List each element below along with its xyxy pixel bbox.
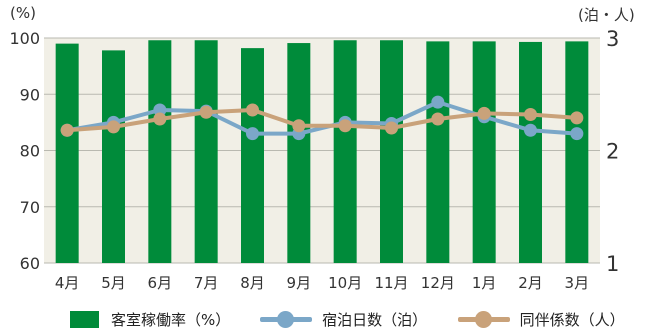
companions-point bbox=[107, 120, 120, 134]
x-tick-label: 8月 bbox=[240, 274, 265, 292]
left-tick-label: 60 bbox=[20, 254, 40, 273]
right-axis-unit: (泊・人) bbox=[578, 6, 635, 24]
nights-line bbox=[65, 100, 579, 136]
companions-point bbox=[338, 119, 352, 133]
right-tick-label: 1 bbox=[606, 252, 619, 276]
left-tick-label: 90 bbox=[20, 85, 40, 104]
legend-label-companions: 同伴係数（人） bbox=[519, 310, 625, 329]
axis-ticks: 60 70 80 90 100 1 2 3 4月 5月 6月 7月 8月 9月 10月 11月 12月 1月 2月 3… bbox=[9, 27, 619, 292]
bar-series bbox=[55, 40, 589, 263]
left-tick-label: 100 bbox=[9, 29, 40, 48]
bar bbox=[287, 43, 311, 263]
legend-label-occupancy: 客室稼働率（%） bbox=[110, 310, 231, 329]
chart: 60 70 80 90 100 1 2 3 4月 5月 6月 7月 8月 9月 10月 11月 12月 1月 2月 3… bbox=[9, 27, 619, 292]
x-tick-label: 11月 bbox=[374, 274, 408, 292]
legend-marker-companions bbox=[457, 310, 510, 328]
bar bbox=[148, 40, 172, 263]
legend-swatch-occupancy bbox=[70, 310, 99, 328]
companions-line bbox=[65, 108, 579, 133]
x-tick-label: 5月 bbox=[101, 274, 126, 292]
gridlines bbox=[44, 37, 600, 264]
x-tick-label: 12月 bbox=[421, 274, 455, 292]
legend-marker-nights bbox=[260, 310, 312, 328]
nights-point bbox=[570, 127, 584, 141]
bar bbox=[519, 41, 542, 263]
companions-point bbox=[199, 105, 213, 119]
left-axis-unit: (%) bbox=[10, 4, 36, 22]
bar bbox=[241, 48, 264, 263]
companions-point bbox=[385, 121, 398, 135]
left-tick-label: 70 bbox=[20, 198, 40, 217]
bar bbox=[194, 40, 218, 263]
bar bbox=[102, 50, 125, 263]
companions-point bbox=[60, 123, 74, 137]
x-tick-label: 10月 bbox=[328, 274, 362, 292]
nights-point bbox=[246, 127, 259, 141]
x-tick-label: 9月 bbox=[287, 274, 312, 292]
legend: 客室稼働率（%） 宿泊日数（泊） 同伴係数（人） bbox=[70, 308, 655, 330]
x-tick-label: 6月 bbox=[148, 274, 173, 292]
companions-point bbox=[153, 112, 167, 126]
legend-item-companions: 同伴係数（人） bbox=[457, 309, 625, 330]
legend-item-occupancy: 客室稼働率（%） bbox=[70, 309, 231, 330]
right-tick-label: 2 bbox=[606, 140, 619, 164]
legend-item-nights: 宿泊日数（泊） bbox=[260, 309, 428, 330]
right-tick-label: 3 bbox=[606, 27, 619, 51]
companions-point bbox=[477, 106, 491, 120]
legend-label-nights: 宿泊日数（泊） bbox=[322, 310, 428, 329]
companions-point bbox=[570, 111, 584, 125]
x-tick-label: 4月 bbox=[55, 274, 80, 292]
x-tick-label: 2月 bbox=[518, 274, 543, 292]
nights-point bbox=[524, 123, 537, 137]
bar bbox=[55, 43, 79, 263]
left-tick-label: 80 bbox=[20, 142, 40, 161]
bar bbox=[333, 40, 357, 263]
nights-point bbox=[153, 103, 167, 117]
x-tick-label: 7月 bbox=[194, 274, 219, 292]
companions-point bbox=[431, 112, 445, 126]
x-tick-label: 3月 bbox=[565, 274, 590, 292]
companions-point bbox=[292, 119, 306, 133]
line-series bbox=[60, 95, 584, 141]
bar bbox=[426, 41, 450, 263]
nights-point bbox=[431, 95, 445, 109]
companions-point bbox=[246, 103, 259, 117]
bar bbox=[380, 40, 403, 263]
x-tick-label: 1月 bbox=[472, 274, 497, 292]
bar bbox=[565, 41, 589, 263]
companions-point bbox=[524, 108, 537, 121]
bar bbox=[472, 41, 496, 263]
